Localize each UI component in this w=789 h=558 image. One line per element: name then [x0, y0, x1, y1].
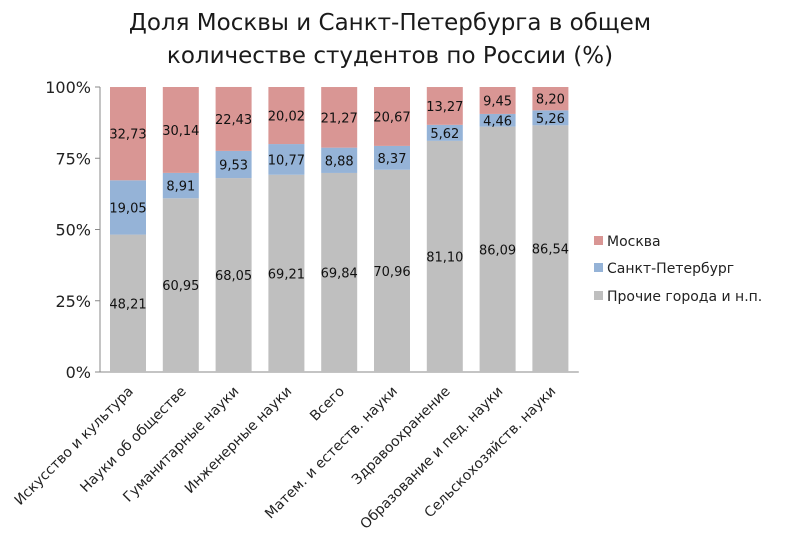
data-label: 9,53 [219, 158, 248, 173]
bar-segment [479, 113, 516, 127]
data-label: 81,10 [426, 250, 463, 265]
bar-segment [268, 174, 305, 372]
bar-segment [162, 198, 199, 372]
data-label: 8,37 [378, 152, 407, 167]
x-category-label: Всего [307, 384, 348, 425]
legend-label: Прочие города и н.п. [607, 289, 762, 305]
y-tick-label: 75% [55, 149, 91, 168]
bar-segment [374, 145, 410, 170]
bar-segment [479, 126, 516, 373]
y-tick-label: 0% [66, 363, 91, 382]
bar-segment [321, 147, 358, 173]
data-label: 30,14 [162, 124, 199, 139]
data-label: 4,46 [483, 114, 512, 129]
data-label: 69,21 [268, 267, 305, 282]
bar-segment [162, 172, 199, 199]
bar-segment [426, 87, 463, 125]
legend-swatch [594, 291, 603, 300]
data-label: 20,67 [373, 110, 410, 125]
data-label: 70,96 [373, 265, 410, 280]
bar-segment [215, 178, 252, 372]
y-tick-label: 50% [55, 221, 91, 240]
bar-segment [110, 87, 146, 181]
legend-label: Санкт-Петербург [607, 261, 734, 277]
legend-swatch [594, 263, 603, 272]
y-tick-label: 25% [55, 292, 91, 311]
x-category-label: Здравоохранение [349, 384, 454, 489]
data-label: 8,88 [325, 154, 354, 169]
data-label: 8,91 [166, 180, 195, 195]
data-label: 86,09 [479, 243, 516, 258]
data-label: 5,26 [536, 112, 565, 127]
bar-segment [215, 150, 252, 179]
bar-segment [374, 169, 410, 372]
data-label: 32,73 [109, 128, 146, 143]
x-category-label: Науки об обществе [77, 384, 189, 496]
data-label: 19,05 [109, 201, 146, 216]
bar-segment [162, 87, 199, 173]
bar-segment [215, 86, 252, 151]
data-label: 69,84 [321, 266, 358, 281]
data-label: 86,54 [532, 243, 569, 258]
legend-label: Москва [607, 234, 661, 250]
bar-segment [426, 124, 463, 141]
bar-segment [532, 87, 569, 111]
legend: Москва Санкт-Петербург Прочие города и н.п… [594, 234, 762, 305]
data-label: 10,77 [268, 153, 305, 168]
bar-segment [110, 234, 146, 372]
bar-segment [426, 140, 463, 372]
x-category-label: Инженерные науки [182, 384, 295, 497]
data-label: 5,62 [430, 127, 459, 142]
chart-title-line-2: количестве студентов по России (%) [167, 43, 613, 69]
data-label: 8,20 [536, 93, 565, 108]
bar-segment [321, 87, 358, 148]
bar-segment [479, 87, 516, 114]
bar-segment [532, 125, 569, 373]
bar-segment [110, 180, 146, 235]
legend-swatch [594, 236, 603, 245]
data-label: 20,02 [268, 110, 305, 125]
data-label: 68,05 [215, 269, 252, 284]
y-tick-label: 100% [45, 78, 91, 97]
bar-segment [532, 110, 569, 126]
bar-segment [374, 87, 410, 146]
data-label: 9,45 [483, 94, 512, 109]
chart-title-line-1: Доля Москвы и Санкт-Петербурга в общем [129, 10, 651, 36]
data-label: 22,43 [215, 113, 252, 128]
data-label: 48,21 [109, 297, 146, 312]
bar-segment [321, 172, 358, 372]
bar-segment [268, 144, 305, 175]
plot-area: 0%25%50%75%100%48,2119,0532,73Искусство … [12, 78, 579, 533]
bar-segment [268, 87, 305, 145]
data-label: 21,27 [321, 111, 358, 126]
data-label: 13,27 [426, 100, 463, 115]
data-label: 60,95 [162, 279, 199, 294]
